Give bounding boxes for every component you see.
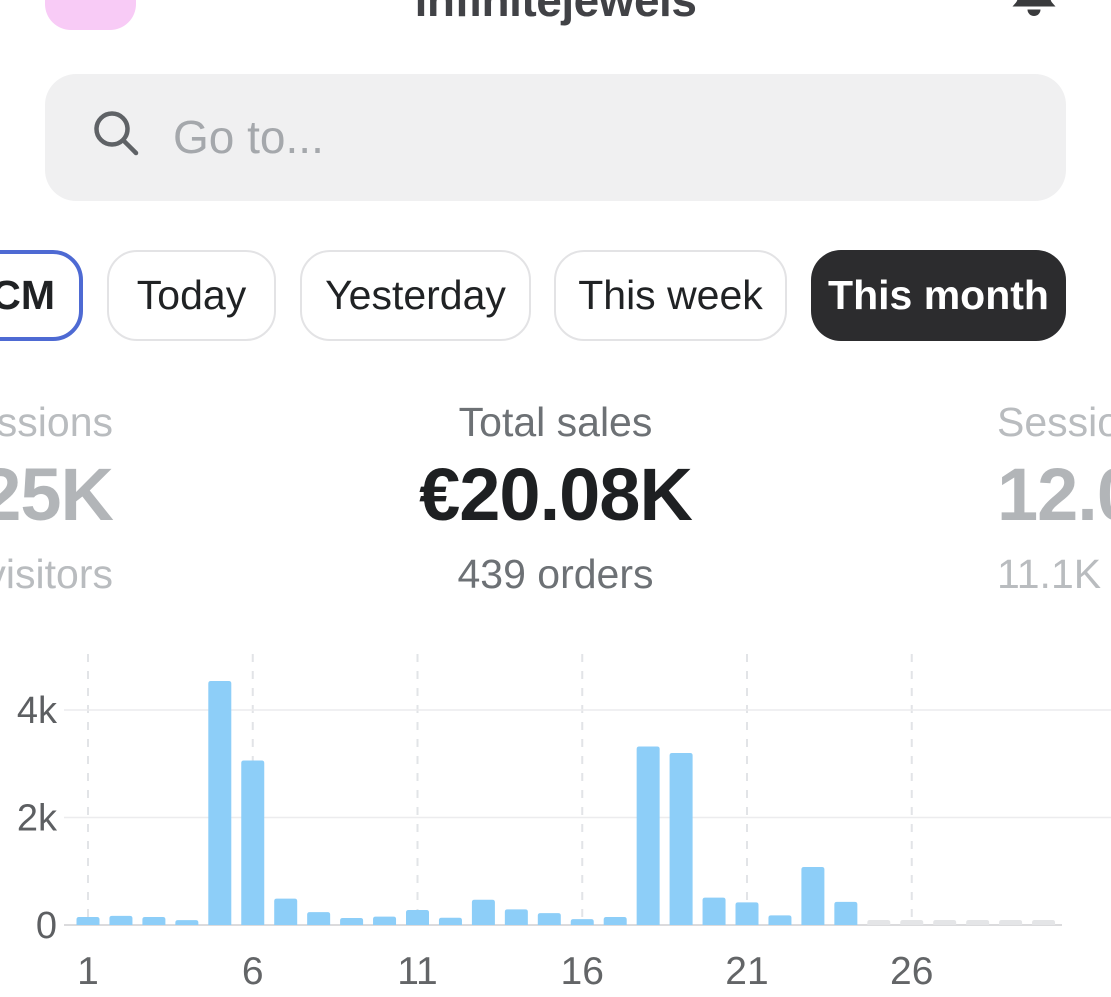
x-tick-label: 21 <box>725 950 768 993</box>
bar-day-16[interactable] <box>570 919 594 925</box>
bar-day-26[interactable] <box>900 920 924 925</box>
store-avatar[interactable] <box>45 0 136 30</box>
bar-day-5[interactable] <box>208 680 232 925</box>
metric-label: ssions <box>0 399 113 445</box>
bar-day-8[interactable] <box>307 912 331 925</box>
filter-pill-this-week[interactable]: This week <box>554 250 787 341</box>
bar-day-4[interactable] <box>175 920 199 925</box>
y-tick-label: 2k <box>17 798 58 840</box>
metric-value: 25K <box>0 453 114 536</box>
bar-day-25[interactable] <box>867 920 891 925</box>
filter-pill-today[interactable]: Today <box>107 250 276 341</box>
filter-pill-yesterday[interactable]: Yesterday <box>300 250 531 341</box>
search-icon <box>94 111 139 156</box>
x-tick-label: 6 <box>242 950 264 993</box>
bar-day-18[interactable] <box>636 746 660 925</box>
filter-pill-this-month-selected[interactable]: This month <box>811 250 1066 341</box>
bar-day-27[interactable] <box>933 920 957 925</box>
bar-day-13[interactable] <box>471 899 495 925</box>
bar-day-12[interactable] <box>438 917 462 925</box>
bar-day-7[interactable] <box>274 898 298 925</box>
y-tick-label: 4k <box>17 690 58 732</box>
bar-day-21[interactable] <box>735 902 759 925</box>
x-tick-label: 26 <box>890 950 933 993</box>
metric-label: Sessio <box>997 399 1111 445</box>
x-tick-label: 16 <box>561 950 604 993</box>
bar-day-3[interactable] <box>142 916 166 925</box>
metric-value: 12.0 <box>997 453 1111 536</box>
y-tick-label: 0 <box>36 905 57 947</box>
bar-day-22[interactable] <box>768 915 792 925</box>
bar-day-14[interactable] <box>504 909 528 925</box>
bar-day-11[interactable] <box>406 909 429 925</box>
bar-day-20[interactable] <box>702 897 726 925</box>
bar-day-15[interactable] <box>537 913 561 925</box>
bell-glyph <box>1012 0 1056 16</box>
x-tick-label: 11 <box>397 950 438 993</box>
store-name-title: infinitejewels <box>414 0 697 26</box>
notification-bell-icon[interactable] <box>1004 0 1064 24</box>
bar-day-17[interactable] <box>603 916 627 925</box>
bar-day-24[interactable] <box>834 901 858 925</box>
bar-day-23[interactable] <box>801 866 825 925</box>
metric-subtitle: visitors <box>0 551 113 597</box>
search-placeholder: Go to... <box>173 111 324 163</box>
bar-day-1[interactable] <box>76 916 100 925</box>
bar-day-30[interactable] <box>1032 920 1056 925</box>
bar-day-10[interactable] <box>373 916 397 925</box>
search-bar[interactable]: Go to... <box>45 74 1066 201</box>
bar-day-9[interactable] <box>340 918 364 925</box>
metric-subtitle: 439 orders <box>457 551 654 597</box>
bar-day-19[interactable] <box>669 753 693 925</box>
metric-label: Total sales <box>458 399 653 445</box>
metric-subtitle: 11.1K vi <box>997 551 1111 597</box>
x-tick-label: 1 <box>77 950 99 993</box>
filter-pill-bfcm[interactable]: CM <box>0 250 83 341</box>
metric-value: €20.08K <box>419 453 693 536</box>
bar-day-29[interactable] <box>999 920 1023 925</box>
bar-day-28[interactable] <box>966 920 990 925</box>
bar-day-6[interactable] <box>241 760 265 925</box>
bar-day-2[interactable] <box>109 915 133 925</box>
